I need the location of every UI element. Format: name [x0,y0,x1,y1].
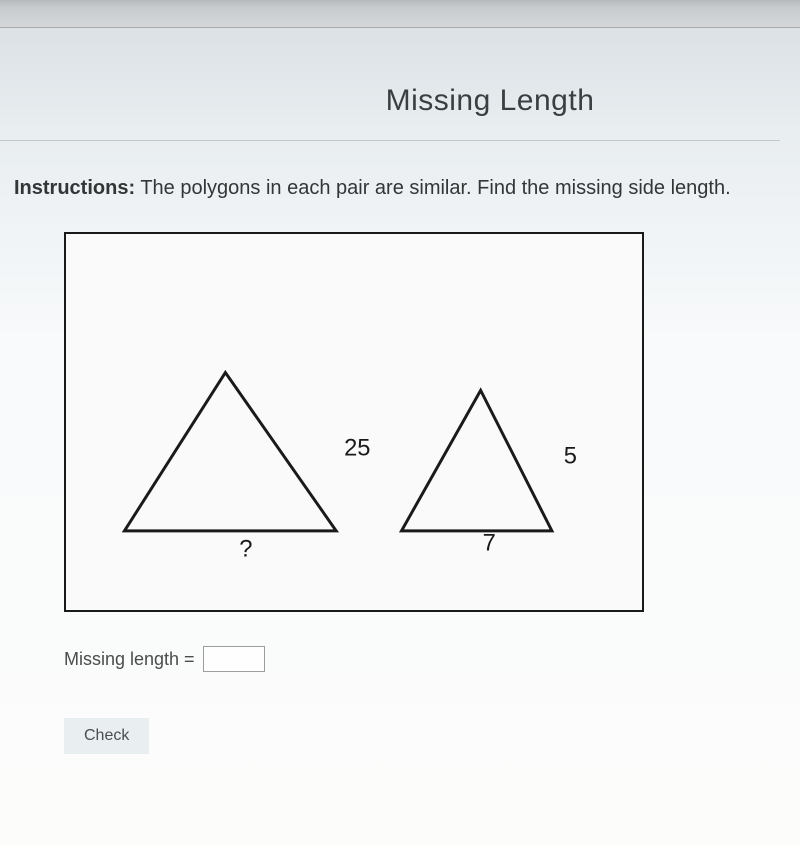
instructions-row: Instructions: The polygons in each pair … [0,141,800,216]
triangles-svg: 25 ? 5 7 [66,234,642,610]
content-area: Missing Length Instructions: The polygon… [0,28,800,754]
instructions-text: The polygons in each pair are similar. F… [135,177,731,199]
triangle-right [401,390,551,531]
instructions-label: Instructions: [14,177,135,199]
page-title: Missing Length [0,84,800,118]
figure-box: 25 ? 5 7 [64,232,644,612]
title-area: Missing Length [0,28,800,140]
window-top-bars [0,0,800,28]
triangle-left-side-label: 25 [344,436,370,462]
triangle-right-bottom-label: 7 [483,531,496,557]
triangle-left-bottom-label: ? [239,537,252,563]
answer-row: Missing length = [0,612,800,672]
triangle-right-side-label: 5 [564,444,577,470]
missing-length-input[interactable] [203,646,265,672]
check-button[interactable]: Check [64,718,149,754]
answer-label: Missing length = [64,649,195,670]
triangle-left [124,373,336,531]
